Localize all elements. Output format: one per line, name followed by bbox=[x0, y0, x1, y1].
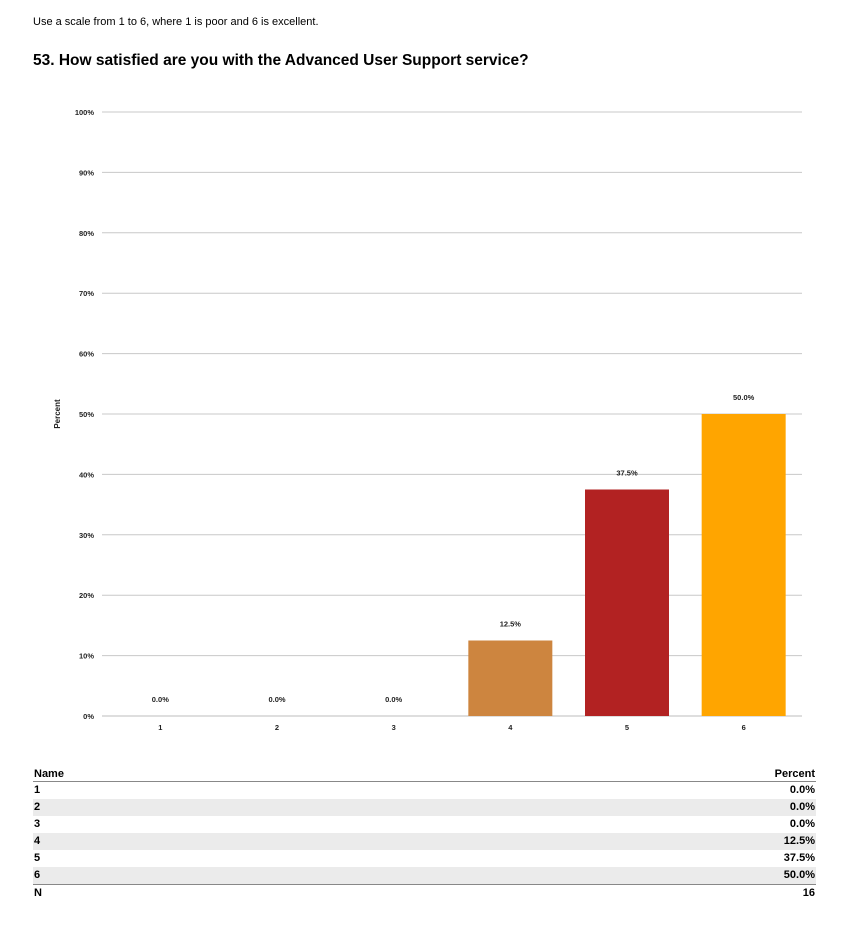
x-tick-label: 6 bbox=[742, 723, 746, 732]
table-row: 1 0.0% bbox=[33, 782, 816, 799]
row-name: 4 bbox=[34, 835, 41, 847]
y-tick-label: 30% bbox=[79, 531, 94, 540]
bar-5 bbox=[585, 489, 669, 716]
row-name: 2 bbox=[34, 801, 41, 813]
row-name: 1 bbox=[34, 784, 41, 796]
y-tick-label: 90% bbox=[79, 168, 94, 177]
y-tick-label: 100% bbox=[75, 108, 95, 117]
data-label: 50.0% bbox=[733, 393, 755, 402]
y-tick-label: 80% bbox=[79, 229, 94, 238]
x-tick-label: 1 bbox=[158, 723, 162, 732]
data-label: 12.5% bbox=[500, 620, 522, 629]
data-label: 0.0% bbox=[385, 695, 402, 704]
y-tick-label: 0% bbox=[83, 712, 94, 721]
row-percent: 0.0% bbox=[789, 801, 815, 813]
row-percent: 37.5% bbox=[783, 852, 815, 864]
y-tick-label: 40% bbox=[79, 470, 94, 479]
table-row: 5 37.5% bbox=[33, 850, 816, 867]
row-name: 6 bbox=[34, 869, 41, 881]
x-tick-label: 2 bbox=[275, 723, 279, 732]
header-percent: Percent bbox=[774, 768, 815, 780]
footer-name: N bbox=[34, 887, 42, 899]
x-tick-label: 5 bbox=[625, 723, 629, 732]
y-tick-label: 50% bbox=[79, 410, 94, 419]
y-axis-label: Percent bbox=[53, 399, 62, 429]
x-tick-label: 3 bbox=[392, 723, 396, 732]
table-row: 3 0.0% bbox=[33, 816, 816, 833]
bar-6 bbox=[701, 414, 786, 716]
row-name: 3 bbox=[34, 818, 41, 830]
table-footer: N 16 bbox=[33, 884, 816, 902]
question-title: 53. How satisfied are you with the Advan… bbox=[33, 52, 529, 69]
table-row: 2 0.0% bbox=[33, 799, 816, 816]
bar-chart: 0% 10% 20% 30% 40% 50% 60% 70% 80% 90% 100% Percent… bbox=[53, 108, 802, 732]
row-percent: 12.5% bbox=[783, 835, 815, 847]
row-percent: 0.0% bbox=[789, 818, 815, 830]
table-header: Name Percent bbox=[33, 768, 816, 782]
footer-value: 16 bbox=[802, 887, 815, 899]
y-tick-label: 20% bbox=[79, 591, 94, 600]
data-label: 37.5% bbox=[616, 469, 638, 478]
row-name: 5 bbox=[34, 852, 41, 864]
y-tick-label: 70% bbox=[79, 289, 94, 298]
intro-text: Use a scale from 1 to 6, where 1 is poor… bbox=[33, 16, 319, 28]
results-table: Name Percent 1 0.0% 2 0.0% 3 0.0% 4 12.5… bbox=[33, 768, 816, 902]
data-label: 0.0% bbox=[268, 695, 285, 704]
data-label: 0.0% bbox=[152, 695, 169, 704]
table-row: 4 12.5% bbox=[33, 833, 816, 850]
y-tick-label: 10% bbox=[79, 652, 94, 661]
x-tick-label: 4 bbox=[508, 723, 513, 732]
table-row: 6 50.0% bbox=[33, 867, 816, 884]
bar-4 bbox=[468, 640, 553, 716]
header-name: Name bbox=[34, 768, 64, 780]
row-percent: 0.0% bbox=[789, 784, 815, 796]
row-percent: 50.0% bbox=[783, 869, 815, 881]
y-tick-label: 60% bbox=[79, 350, 94, 359]
